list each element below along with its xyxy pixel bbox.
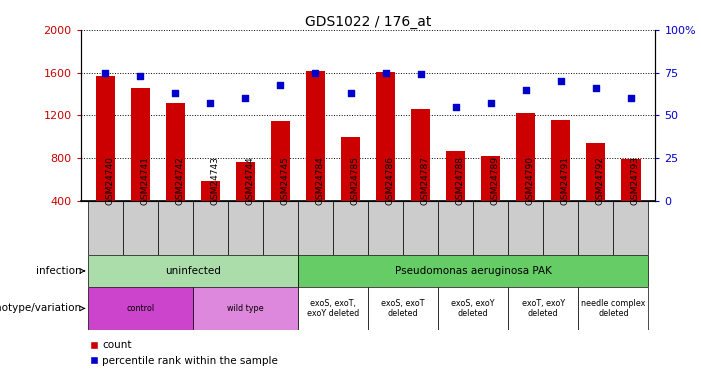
- Text: GSM24788: GSM24788: [456, 156, 465, 205]
- Point: [205, 100, 216, 106]
- Text: GSM24789: GSM24789: [491, 156, 500, 205]
- Text: GSM24792: GSM24792: [596, 156, 605, 205]
- Bar: [578, 287, 648, 330]
- Text: GSM24745: GSM24745: [280, 156, 290, 205]
- Point: [555, 78, 566, 84]
- Text: Pseudomonas aeruginosa PAK: Pseudomonas aeruginosa PAK: [395, 266, 552, 276]
- Point: [625, 95, 637, 101]
- Text: GSM24784: GSM24784: [315, 156, 325, 205]
- Bar: [263, 201, 298, 255]
- Bar: [446, 150, 465, 201]
- Point: [520, 87, 531, 93]
- Text: GSM24785: GSM24785: [350, 156, 360, 205]
- Text: GSM24742: GSM24742: [175, 156, 184, 205]
- Point: [100, 70, 111, 76]
- Point: [275, 82, 286, 88]
- Bar: [516, 113, 536, 201]
- Bar: [438, 201, 473, 255]
- Bar: [298, 287, 368, 330]
- Bar: [333, 201, 368, 255]
- Text: control: control: [126, 304, 154, 313]
- Text: GSM24791: GSM24791: [561, 156, 570, 205]
- Text: needle complex
deleted: needle complex deleted: [581, 299, 646, 318]
- Bar: [88, 255, 298, 287]
- Title: GDS1022 / 176_at: GDS1022 / 176_at: [305, 15, 431, 29]
- Bar: [341, 136, 360, 201]
- Bar: [586, 143, 606, 201]
- Point: [135, 73, 146, 79]
- Point: [415, 71, 426, 77]
- Legend: count, percentile rank within the sample: count, percentile rank within the sample: [86, 336, 283, 370]
- Text: GSM24743: GSM24743: [210, 156, 219, 205]
- Text: genotype/variation: genotype/variation: [0, 303, 81, 313]
- Point: [170, 90, 181, 96]
- Point: [590, 85, 601, 91]
- Bar: [158, 201, 193, 255]
- Bar: [438, 287, 508, 330]
- Bar: [368, 287, 438, 330]
- Bar: [236, 162, 255, 201]
- Bar: [508, 201, 543, 255]
- Bar: [411, 109, 430, 201]
- Bar: [578, 201, 613, 255]
- Bar: [543, 201, 578, 255]
- Bar: [376, 72, 395, 201]
- Bar: [403, 201, 438, 255]
- Bar: [130, 88, 150, 201]
- Bar: [473, 201, 508, 255]
- Bar: [613, 201, 648, 255]
- Bar: [481, 156, 501, 201]
- Point: [310, 70, 321, 76]
- Bar: [200, 182, 220, 201]
- Text: wild type: wild type: [227, 304, 264, 313]
- Bar: [228, 201, 263, 255]
- Text: GSM24741: GSM24741: [140, 156, 149, 205]
- Text: GSM24793: GSM24793: [631, 156, 640, 205]
- Text: GSM24740: GSM24740: [105, 156, 114, 205]
- Point: [485, 100, 496, 106]
- Text: exoS, exoY
deleted: exoS, exoY deleted: [451, 299, 495, 318]
- Bar: [88, 287, 193, 330]
- Bar: [508, 287, 578, 330]
- Bar: [621, 159, 641, 201]
- Bar: [298, 255, 648, 287]
- Point: [450, 104, 461, 110]
- Bar: [123, 201, 158, 255]
- Bar: [193, 201, 228, 255]
- Text: GSM24786: GSM24786: [386, 156, 395, 205]
- Text: GSM24790: GSM24790: [526, 156, 535, 205]
- Bar: [88, 201, 123, 255]
- Point: [240, 95, 251, 101]
- Text: exoS, exoT,
exoY deleted: exoS, exoT, exoY deleted: [307, 299, 359, 318]
- Text: uninfected: uninfected: [165, 266, 221, 276]
- Bar: [551, 120, 571, 201]
- Bar: [306, 70, 325, 201]
- Bar: [271, 121, 290, 201]
- Text: infection: infection: [36, 266, 81, 276]
- Text: exoT, exoY
deleted: exoT, exoY deleted: [522, 299, 565, 318]
- Bar: [193, 287, 298, 330]
- Text: exoS, exoT
deleted: exoS, exoT deleted: [381, 299, 425, 318]
- Bar: [368, 201, 403, 255]
- Bar: [165, 102, 185, 201]
- Text: GSM24744: GSM24744: [245, 156, 254, 205]
- Bar: [95, 76, 115, 201]
- Point: [345, 90, 356, 96]
- Bar: [298, 201, 333, 255]
- Point: [380, 70, 391, 76]
- Text: GSM24787: GSM24787: [421, 156, 430, 205]
